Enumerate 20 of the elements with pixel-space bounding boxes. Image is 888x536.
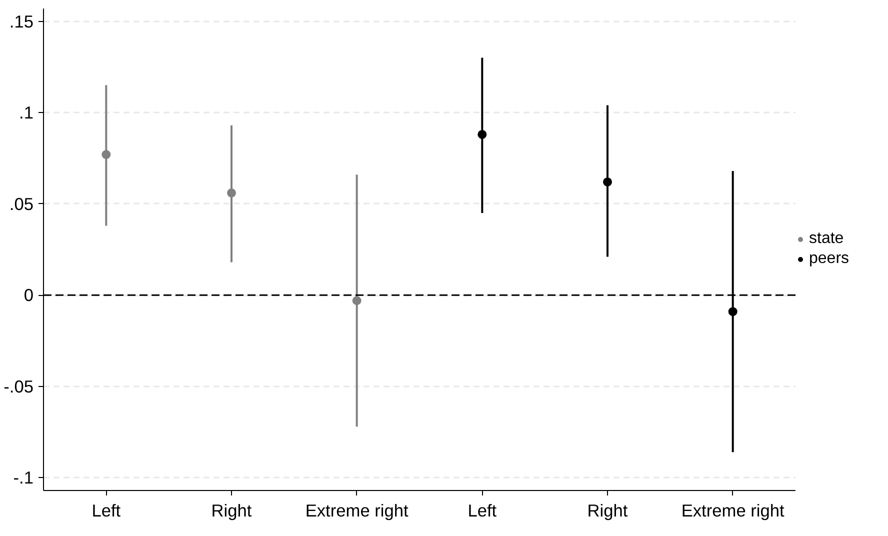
point — [728, 307, 738, 316]
point — [603, 177, 612, 186]
point — [102, 150, 111, 160]
x-tick-label: Left — [468, 500, 497, 520]
point — [478, 130, 487, 139]
legend-label: state — [809, 230, 844, 248]
y-tick-label: .1 — [19, 102, 34, 123]
point — [352, 296, 362, 306]
y-tick-label: .05 — [9, 194, 34, 214]
x-tick-label: Extreme right — [681, 500, 785, 520]
y-tick-label: .15 — [9, 11, 34, 32]
x-tick-label: Left — [92, 500, 121, 520]
y-tick-label: -.05 — [4, 376, 34, 396]
legend-label: peers — [809, 250, 850, 268]
x-tick-label: Right — [587, 500, 628, 520]
x-tick-label: Right — [211, 500, 252, 520]
point — [227, 188, 236, 198]
y-tick-label: 0 — [24, 285, 34, 306]
y-tick-label: -.1 — [13, 468, 34, 488]
x-tick-label: Extreme right — [305, 500, 409, 520]
